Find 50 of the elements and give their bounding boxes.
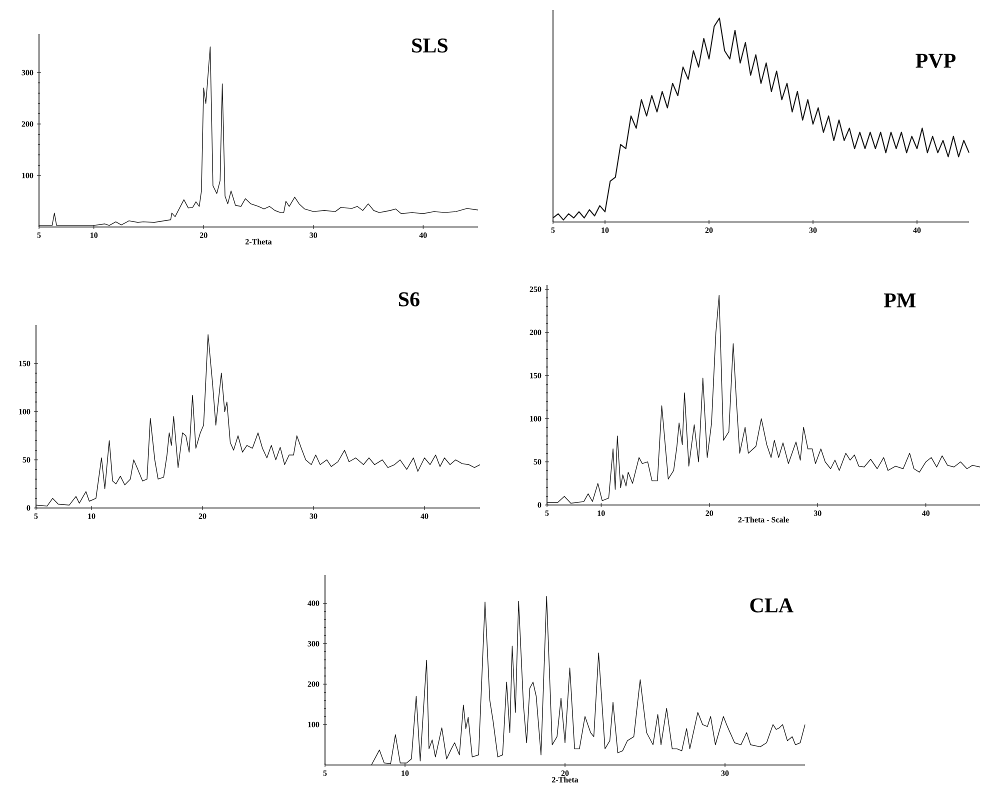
x-axis-title: 2-Theta - Scale [738,516,789,522]
y-tick-label: 150 [530,372,542,378]
x-tick-label: 20 [706,510,714,516]
y-tick-label: 250 [530,286,542,292]
y-tick-label: 300 [308,641,320,646]
x-tick-label: 10 [88,514,96,519]
x-tick-label: 30 [814,510,822,516]
y-tick-label: 0 [538,502,542,508]
x-tick-label: 5 [323,770,327,776]
x-tick-label: 30 [809,228,817,233]
y-tick-label: 400 [308,600,320,606]
chart-title: PM [884,294,916,308]
y-tick-label: 300 [22,70,34,76]
x-tick-label: 20 [561,770,569,776]
x-tick-label: 5 [34,514,38,519]
y-tick-label: 50 [22,457,30,463]
y-tick-label: 0 [26,505,30,511]
x-axis-title: 2-Theta [246,238,272,244]
x-tick-label: 40 [419,232,427,238]
y-tick-label: 50 [534,459,542,465]
y-tick-label: 200 [22,121,34,127]
x-tick-label: 10 [602,228,609,233]
x-tick-label: 10 [598,510,605,516]
y-tick-label: 200 [530,330,542,336]
y-tick-label: 150 [19,360,30,366]
text: PVP [916,54,956,68]
x-tick-label: 30 [310,232,318,238]
x-tick-label: 30 [721,770,729,776]
chart-title: S6 [398,292,420,306]
x-tick-label: 10 [90,232,98,238]
x-tick-label: 20 [705,228,713,233]
chart-title: SLS [412,38,448,53]
x-tick-label: 40 [913,228,921,233]
x-axis-title: 2-Theta [552,776,578,782]
y-tick-label: 100 [530,416,542,422]
x-tick-label: 5 [545,510,549,516]
line-series [371,596,806,766]
x-tick-label: 5 [37,232,41,238]
y-tick-label: 100 [19,408,30,414]
x-tick-label: 40 [922,510,930,516]
x-tick-label: 40 [420,514,428,519]
x-tick-label: 30 [310,514,318,519]
x-tick-label: 5 [551,228,555,233]
y-tick-label: 200 [308,681,320,687]
text: CLA [750,598,794,612]
x-tick-label: 20 [198,514,206,519]
x-tick-label: 10 [402,770,409,776]
y-tick-label: 100 [22,172,34,178]
x-tick-label: 20 [200,232,208,238]
y-tick-label: 100 [308,722,320,728]
